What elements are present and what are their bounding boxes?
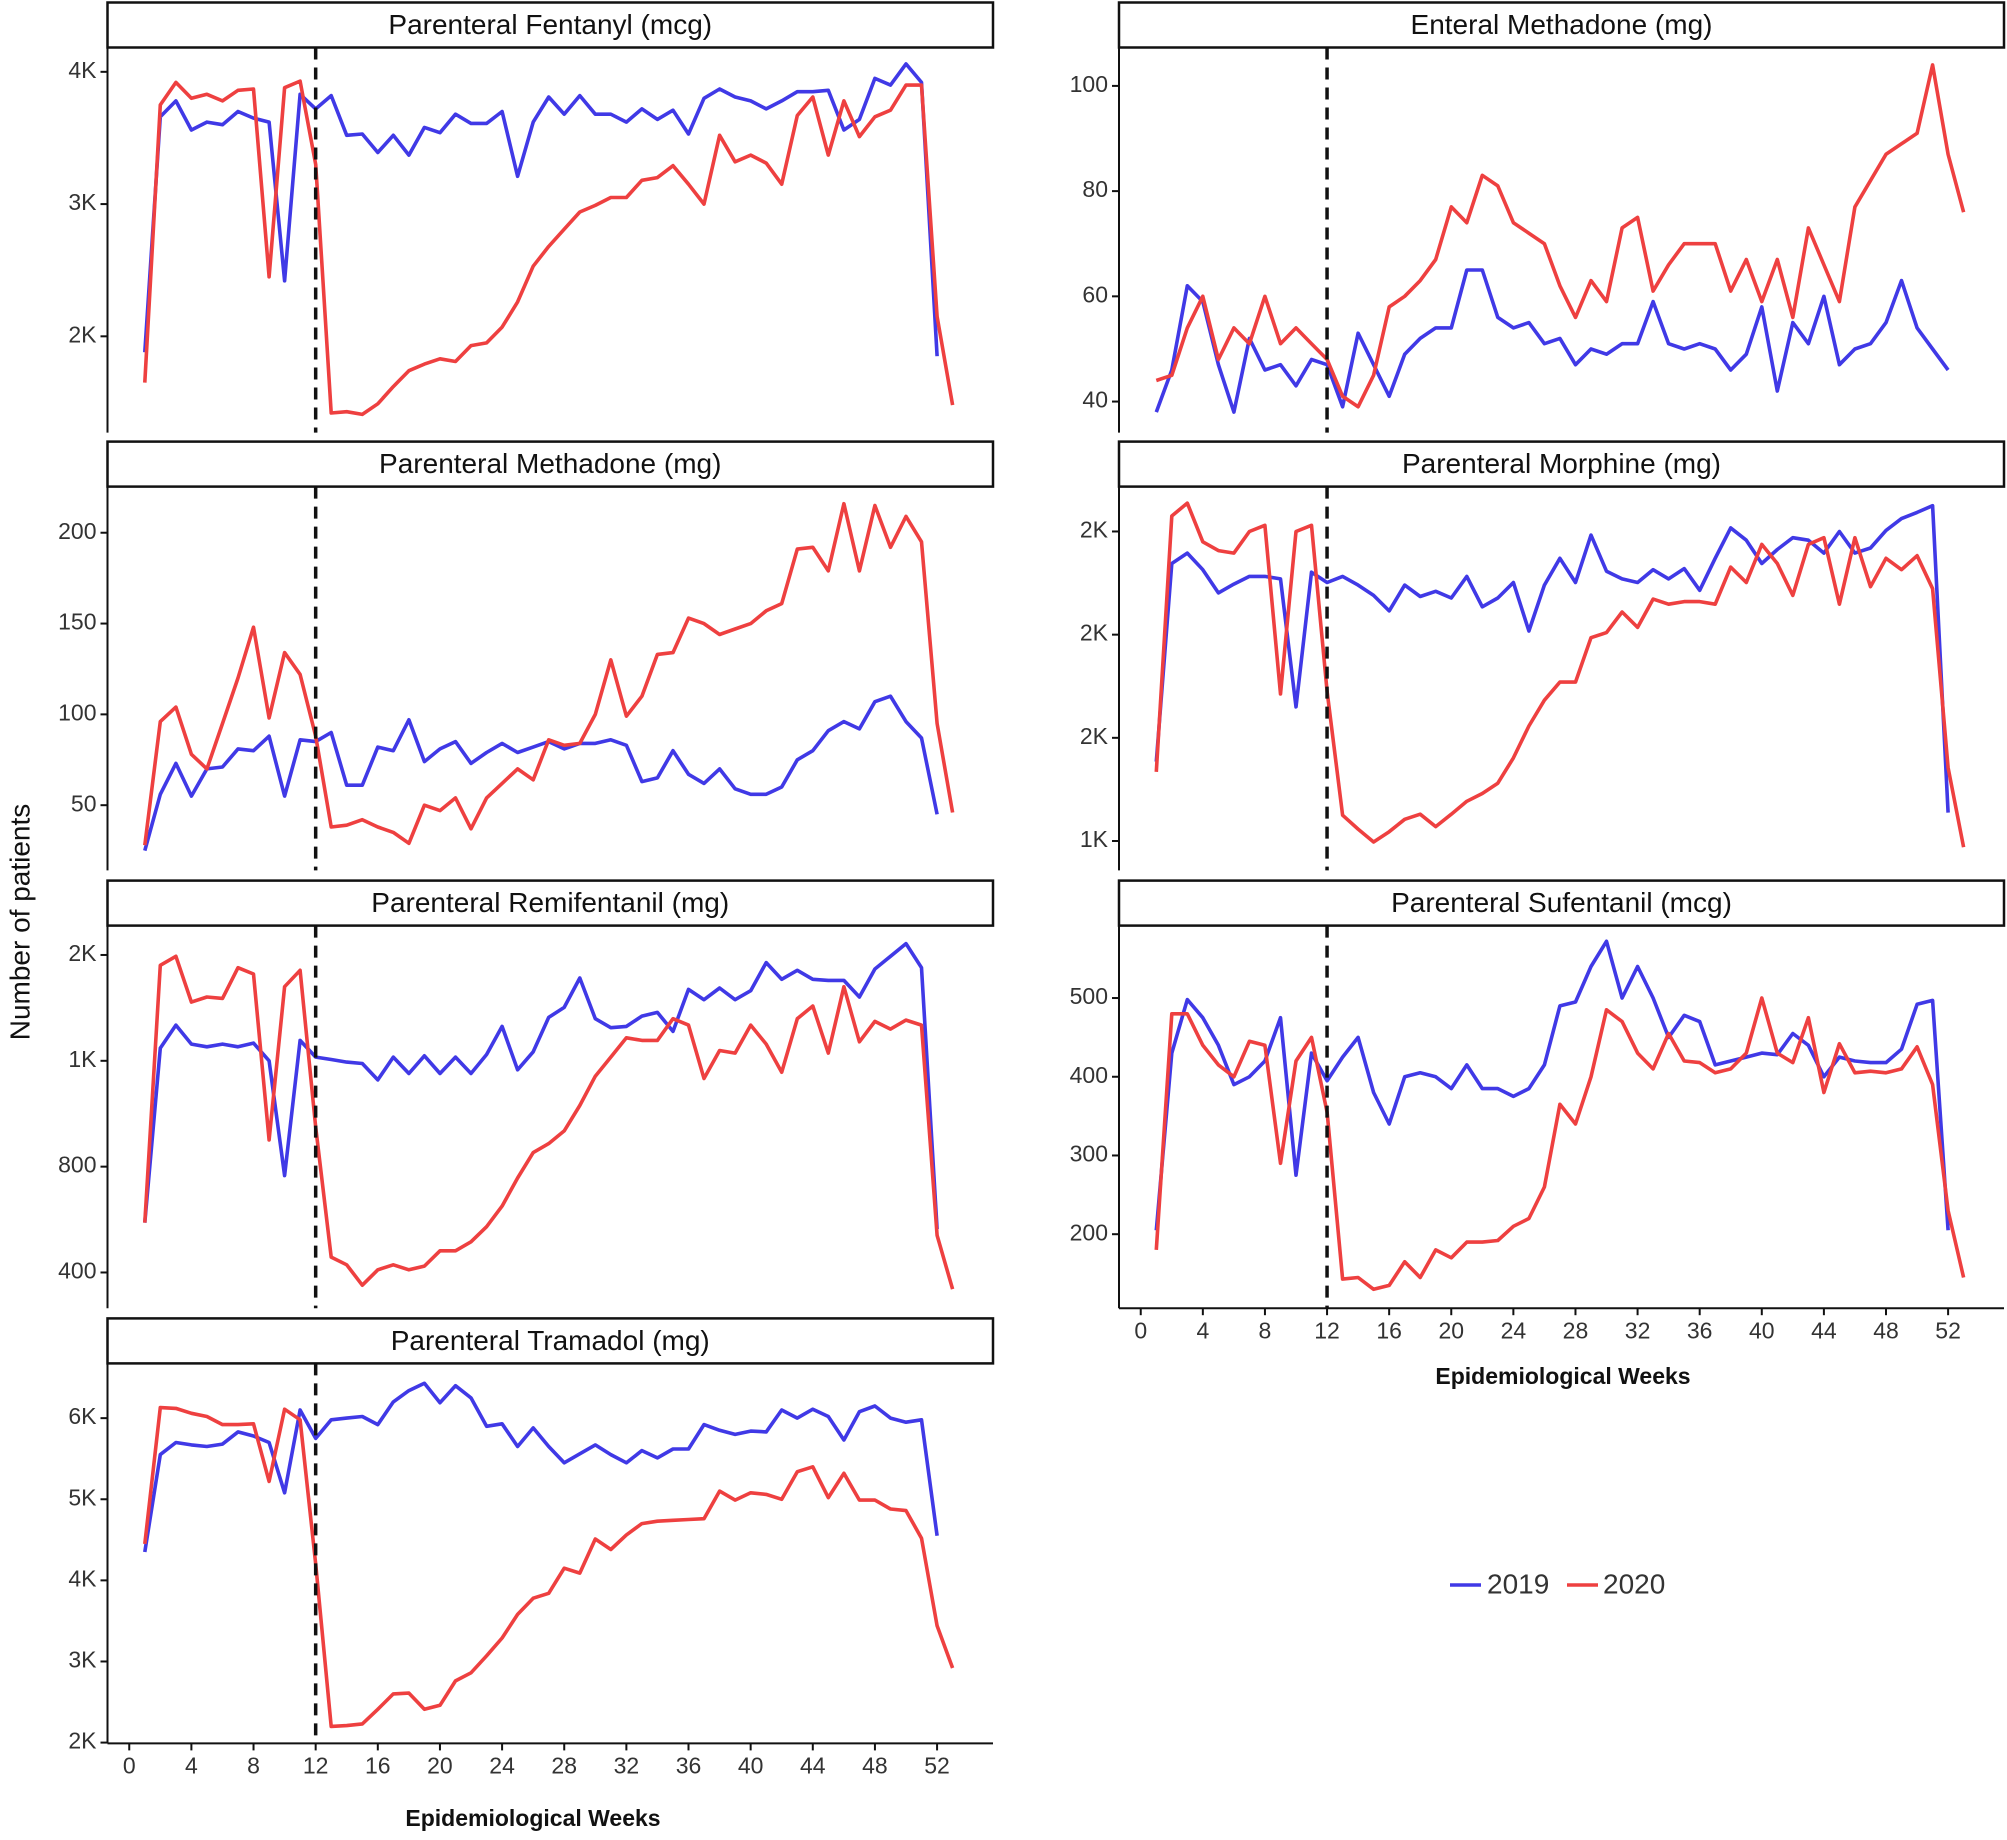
legend-label: 2019 — [1487, 1568, 1549, 1599]
series-line — [143, 501, 955, 846]
y-tick-label: 100 — [58, 699, 96, 725]
x-tick-label: 52 — [924, 1752, 950, 1778]
facet-strip — [106, 1, 995, 49]
x-tick-label: 16 — [365, 1752, 391, 1778]
x-tick-label: 0 — [1134, 1317, 1147, 1343]
y-tick-label: 6K — [68, 1403, 97, 1429]
x-axis-title: Epidemiological Weeks — [405, 1805, 660, 1831]
series-line — [143, 1381, 939, 1553]
facet-title: Parenteral Sufentanil (mcg) — [1391, 887, 1732, 918]
facet-title: Parenteral Remifentanil (mg) — [371, 887, 729, 918]
facet-title: Parenteral Methadone (mg) — [379, 448, 721, 479]
y-tick-label: 2K — [1080, 517, 1109, 543]
facet-strip — [1117, 440, 2006, 488]
facet-strip — [106, 879, 995, 927]
series-line — [1155, 63, 1966, 409]
series-line — [1154, 501, 1966, 848]
legend-label: 2020 — [1603, 1568, 1665, 1599]
series-line — [143, 954, 955, 1290]
series-line — [143, 79, 955, 417]
y-tick-label: 2K — [1080, 620, 1109, 646]
y-tick-label: 2K — [68, 940, 97, 966]
y-tick-label: 1K — [1080, 826, 1109, 852]
y-tick-label: 3K — [68, 1647, 97, 1673]
y-tick-label: 800 — [58, 1152, 96, 1178]
x-tick-label: 28 — [1563, 1317, 1589, 1343]
x-tick-label: 52 — [1935, 1317, 1961, 1343]
x-tick-label: 44 — [1811, 1317, 1837, 1343]
x-tick-label: 16 — [1376, 1317, 1402, 1343]
facet-strip — [106, 440, 995, 488]
x-tick-label: 8 — [247, 1752, 260, 1778]
y-tick-label: 400 — [1070, 1062, 1108, 1088]
facet-strip — [106, 1317, 995, 1365]
x-tick-label: 40 — [738, 1752, 764, 1778]
series-line — [1154, 268, 1950, 414]
x-tick-label: 48 — [862, 1752, 888, 1778]
x-tick-label: 40 — [1749, 1317, 1775, 1343]
facet-title: Parenteral Fentanyl (mcg) — [388, 9, 712, 40]
x-tick-label: 28 — [551, 1752, 577, 1778]
y-tick-label: 200 — [58, 518, 96, 544]
y-tick-label: 200 — [1070, 1219, 1108, 1245]
y-tick-label: 2K — [1080, 723, 1109, 749]
x-tick-label: 24 — [489, 1752, 515, 1778]
y-axis-title: Number of patients — [4, 804, 35, 1041]
facet-title: Parenteral Morphine (mg) — [1402, 448, 1721, 479]
y-tick-label: 400 — [58, 1258, 96, 1284]
facet-strip — [1117, 1, 2006, 49]
x-tick-label: 48 — [1873, 1317, 1899, 1343]
x-tick-label: 32 — [614, 1752, 640, 1778]
x-tick-label: 24 — [1501, 1317, 1527, 1343]
y-tick-label: 80 — [1082, 176, 1108, 202]
y-tick-label: 2K — [68, 321, 97, 347]
x-tick-label: 12 — [1314, 1317, 1340, 1343]
y-tick-label: 40 — [1082, 387, 1108, 413]
series-line — [143, 1405, 955, 1729]
facet-strip — [1117, 879, 2006, 927]
y-tick-label: 4K — [68, 1565, 97, 1591]
series-line — [143, 941, 939, 1230]
x-tick-label: 32 — [1625, 1317, 1651, 1343]
y-tick-label: 100 — [1070, 71, 1108, 97]
y-tick-label: 1K — [68, 1046, 97, 1072]
y-tick-label: 2K — [68, 1728, 97, 1754]
x-tick-label: 0 — [123, 1752, 136, 1778]
x-tick-label: 4 — [1196, 1317, 1209, 1343]
y-tick-label: 300 — [1070, 1141, 1108, 1167]
x-tick-label: 8 — [1259, 1317, 1272, 1343]
y-tick-label: 4K — [68, 57, 97, 83]
x-tick-label: 4 — [185, 1752, 198, 1778]
facet-title: Enteral Methadone (mg) — [1411, 9, 1713, 40]
y-tick-label: 50 — [71, 790, 97, 816]
series-line — [1154, 503, 1950, 813]
series-line — [1154, 939, 1950, 1231]
facet-title: Parenteral Tramadol (mg) — [391, 1325, 710, 1356]
y-tick-label: 150 — [58, 609, 96, 635]
x-tick-label: 44 — [800, 1752, 826, 1778]
y-tick-label: 60 — [1082, 281, 1108, 307]
y-tick-label: 5K — [68, 1484, 97, 1510]
x-tick-label: 12 — [303, 1752, 329, 1778]
x-tick-label: 20 — [1438, 1317, 1464, 1343]
x-tick-label: 36 — [676, 1752, 702, 1778]
x-tick-label: 36 — [1687, 1317, 1713, 1343]
series-line — [143, 694, 939, 852]
x-tick-label: 20 — [427, 1752, 453, 1778]
x-axis-title: Epidemiological Weeks — [1435, 1363, 1690, 1389]
y-tick-label: 3K — [68, 189, 97, 215]
series-line — [1154, 996, 1966, 1292]
y-tick-label: 500 — [1070, 983, 1108, 1009]
